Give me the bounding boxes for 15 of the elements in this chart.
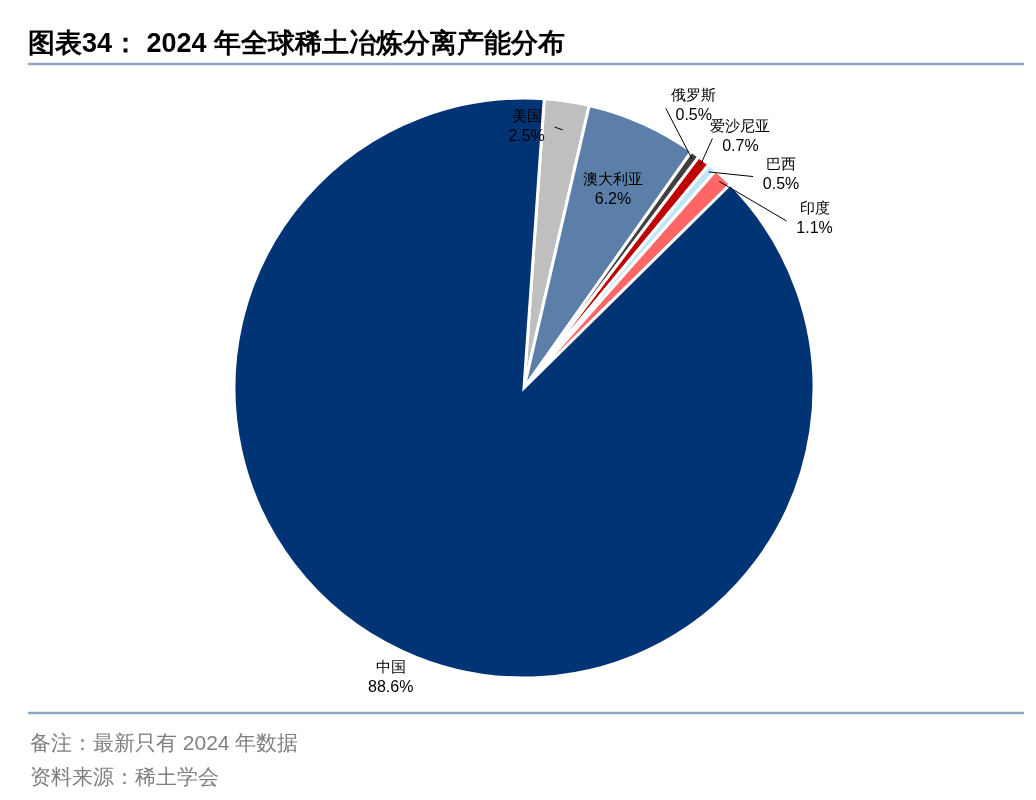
text: 备注：最新只有 2024 年数据 [30,731,299,754]
slice-label: 中国 [375,657,406,675]
slice-label: 巴西 [766,154,797,172]
slice-label: 印度 [799,198,830,216]
data-label: 88.6% [368,677,414,695]
slice-label: 美国 [511,107,542,125]
text: 资料来源：稀土学会 [30,765,219,788]
data-label: 0.7% [722,136,759,154]
slice-label: 俄罗斯 [671,86,717,104]
data-label: 0.5% [675,106,712,124]
data-label: 1.1% [796,218,833,236]
chart-title: 图表34： 2024 年全球稀土冶炼分离产能分布 [28,28,566,58]
data-label: 6.2% [594,189,632,207]
data-label: 0.5% [762,174,800,192]
slice-label: 澳大利亚 [582,169,643,187]
